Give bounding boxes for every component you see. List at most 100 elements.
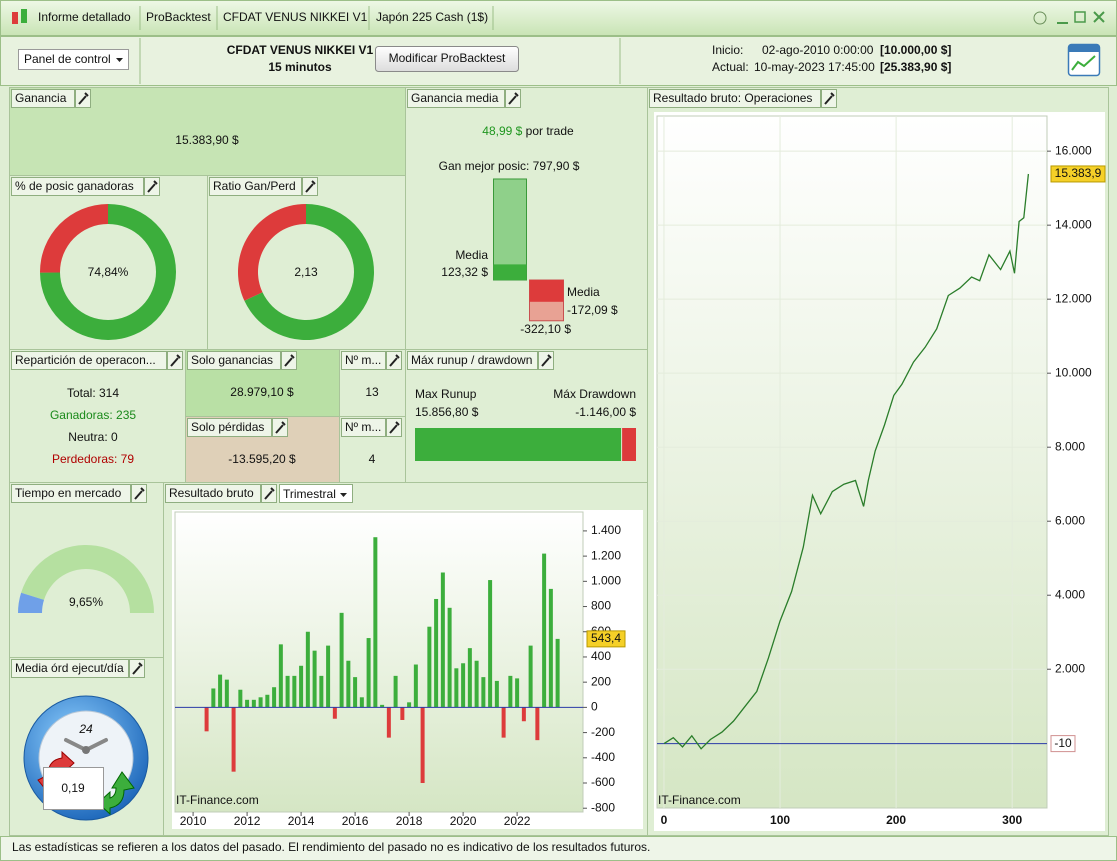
y-tick-label: 12.000 bbox=[1055, 291, 1092, 305]
panel-title: Máx runup / drawdown bbox=[411, 353, 532, 367]
report-icon-bar bbox=[1069, 45, 1099, 52]
x-tick-label: 2010 bbox=[180, 814, 207, 828]
trade-count-value: 79 bbox=[121, 452, 135, 466]
x-tick-label: 0 bbox=[661, 813, 668, 827]
bar bbox=[528, 645, 533, 708]
plot-area bbox=[656, 115, 1048, 809]
donut-loss bbox=[238, 204, 306, 301]
report-icon[interactable] bbox=[1067, 43, 1101, 77]
y-tick-label: 2.000 bbox=[1055, 661, 1085, 675]
last-value-label: 543,4 bbox=[591, 631, 621, 645]
panel-title: Repartición de operacon... bbox=[15, 353, 156, 367]
panel-header bbox=[407, 89, 505, 108]
trade-count-label: Total: bbox=[67, 386, 96, 400]
y-tick-label: -400 bbox=[591, 750, 615, 764]
report-icon-curve bbox=[1071, 55, 1096, 71]
share-button[interactable] bbox=[1033, 11, 1047, 25]
avg-loss-title: Media bbox=[567, 285, 600, 299]
bar bbox=[292, 675, 297, 708]
current-label: Actual: bbox=[712, 60, 749, 74]
y-tick-label: 800 bbox=[591, 599, 611, 613]
wrench-icon bbox=[275, 421, 286, 434]
panel-header bbox=[187, 351, 281, 370]
last-value-marker bbox=[586, 630, 626, 648]
close-button[interactable] bbox=[1093, 11, 1105, 23]
wrench-icon bbox=[78, 92, 89, 105]
orders-per-day: 0,19 bbox=[61, 781, 85, 795]
panel-title: Nº m... bbox=[345, 420, 381, 434]
bar bbox=[251, 699, 256, 708]
tab[interactable]: Japón 225 Cash (1$) bbox=[376, 10, 488, 24]
y-tick-label: 6.000 bbox=[1055, 513, 1085, 527]
avg-win-title: Media bbox=[455, 248, 488, 262]
bar bbox=[204, 707, 209, 732]
y-tick-label: 16.000 bbox=[1055, 143, 1092, 157]
bar bbox=[386, 707, 391, 738]
start-label: Inicio: bbox=[712, 43, 743, 57]
trade-count-value: 314 bbox=[99, 386, 119, 400]
start-date: 02-ago-2010 0:00:00 bbox=[762, 43, 874, 57]
period-select[interactable] bbox=[279, 484, 353, 503]
panel-select[interactable] bbox=[18, 49, 129, 70]
avg-win-label: 123,32 $ bbox=[441, 265, 488, 279]
win-streak: 13 bbox=[365, 385, 379, 399]
panel-select-label[interactable]: Panel de control bbox=[24, 52, 111, 66]
bar bbox=[258, 697, 263, 708]
bar bbox=[488, 580, 493, 708]
avg-profit-value: 48,99 $ bbox=[482, 124, 522, 138]
wrench-icon bbox=[541, 354, 552, 367]
app-icon bbox=[21, 9, 27, 23]
last-value-label: 15.383,9 bbox=[1055, 166, 1102, 180]
panel-header bbox=[11, 351, 167, 370]
bar bbox=[312, 650, 317, 708]
bar bbox=[413, 664, 418, 708]
bar bbox=[339, 612, 344, 708]
bar bbox=[319, 675, 324, 708]
clock-label: 24 bbox=[78, 722, 93, 736]
bar bbox=[427, 626, 432, 708]
tab[interactable]: CFDAT VENUS NIKKEI V1 bbox=[223, 10, 368, 24]
bar bbox=[461, 663, 466, 708]
dropdown-arrow bbox=[116, 58, 123, 62]
wrench-icon bbox=[305, 180, 316, 193]
worst-trade-label: -322,10 $ bbox=[520, 322, 571, 336]
start-capital: [10.000,00 $] bbox=[880, 43, 951, 57]
bar bbox=[440, 572, 445, 708]
bar bbox=[400, 707, 405, 720]
y-tick-label: 14.000 bbox=[1055, 217, 1092, 231]
modify-button-label[interactable]: Modificar ProBacktest bbox=[389, 51, 506, 65]
period-select-label[interactable]: Trimestral bbox=[283, 487, 336, 501]
drawdown-value: -1.146,00 $ bbox=[575, 405, 636, 419]
bar bbox=[494, 680, 499, 708]
drawdown-title: Máx Drawdown bbox=[553, 387, 636, 401]
bar bbox=[265, 694, 270, 708]
panel-header bbox=[11, 177, 144, 196]
bar bbox=[407, 702, 412, 708]
bar bbox=[380, 704, 385, 708]
modify-button[interactable] bbox=[375, 46, 519, 72]
trade-count: Ganadoras: 235 bbox=[50, 408, 136, 422]
donut-win bbox=[40, 204, 176, 340]
bar bbox=[299, 665, 304, 708]
bar bbox=[353, 677, 358, 708]
y-tick-label: 8.000 bbox=[1055, 439, 1085, 453]
maximize-button[interactable] bbox=[1074, 11, 1086, 23]
bar bbox=[359, 697, 364, 708]
wrench-icon bbox=[284, 354, 295, 367]
avg-profit: 48,99 $ por trade bbox=[482, 124, 574, 138]
y-tick-label: 1.400 bbox=[591, 523, 621, 537]
trade-count: Total: 314 bbox=[67, 386, 119, 400]
x-tick-label: 2012 bbox=[234, 814, 261, 828]
bar bbox=[224, 679, 229, 708]
win-rate-label: 74,84% bbox=[88, 265, 129, 279]
bar bbox=[285, 675, 290, 708]
bar bbox=[245, 699, 250, 708]
tab[interactable]: Informe detallado bbox=[38, 10, 131, 24]
start-marker-label: -10 bbox=[1054, 736, 1072, 750]
time-in-market: 9,65% bbox=[69, 595, 103, 609]
tab[interactable]: ProBacktest bbox=[146, 10, 211, 24]
gross-loss: -13.595,20 $ bbox=[228, 452, 296, 466]
bar bbox=[346, 660, 351, 708]
panel-title: Solo ganancias bbox=[191, 353, 273, 367]
y-tick-label: 10.000 bbox=[1055, 365, 1092, 379]
